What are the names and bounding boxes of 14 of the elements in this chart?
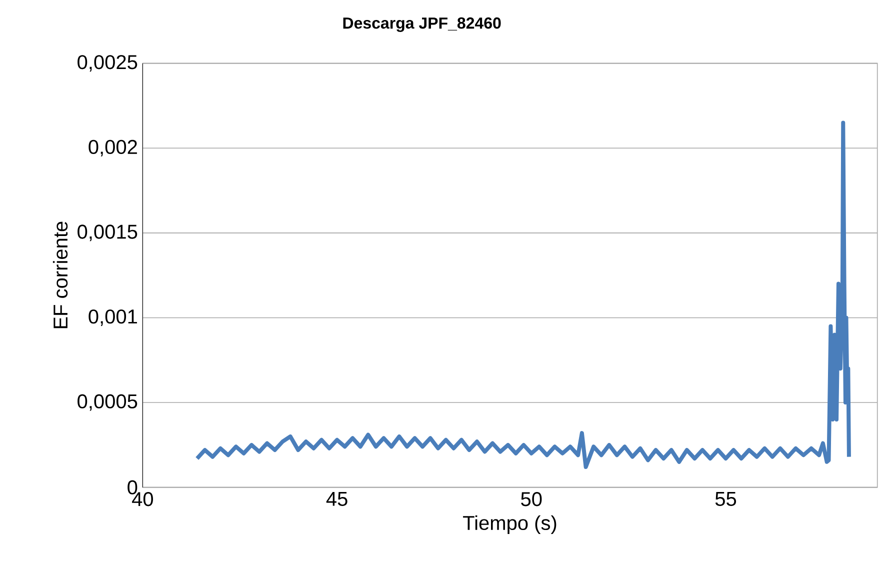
x-axis-title: Tiempo (s) bbox=[463, 515, 556, 534]
y-tick-label: 0 bbox=[128, 480, 138, 494]
x-tick-label: 40 bbox=[132, 492, 153, 506]
y-tick-label: 0,0025 bbox=[78, 55, 138, 72]
y-tick-label: 0,002 bbox=[88, 140, 137, 156]
y-tick-label: 0,001 bbox=[88, 309, 137, 326]
y-tick-label: 0,0005 bbox=[78, 394, 138, 411]
chart-title: Descarga JPF_82460 bbox=[343, 17, 501, 32]
x-tick-label: 55 bbox=[715, 492, 736, 506]
x-tick-label: 50 bbox=[521, 492, 542, 506]
y-tick-label: 0,0015 bbox=[78, 224, 138, 242]
y-axis-title: EF corriente bbox=[52, 222, 68, 328]
x-tick-label: 45 bbox=[326, 492, 348, 506]
line-series bbox=[195, 120, 851, 469]
